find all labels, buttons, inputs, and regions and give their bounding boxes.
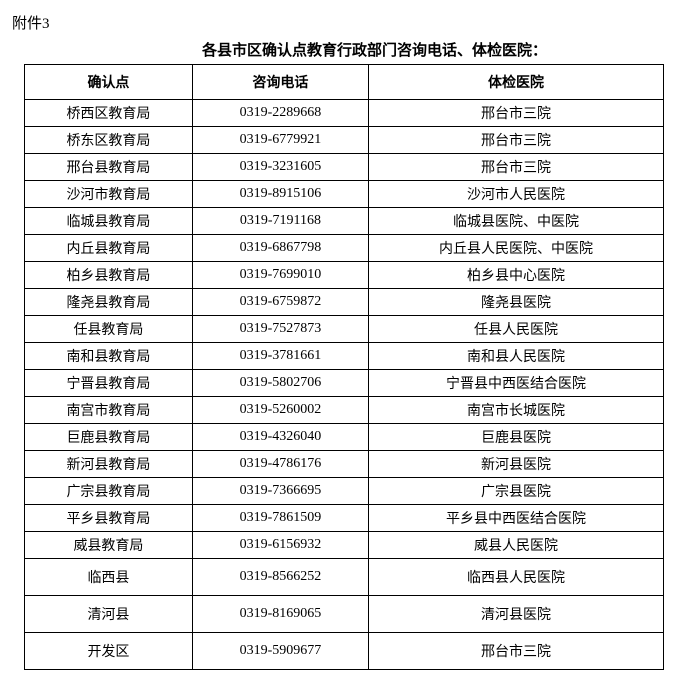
cell-c0: 平乡县教育局	[25, 505, 193, 532]
cell-c2: 内丘县人民医院、中医院	[368, 235, 663, 262]
cell-c1: 0319-7527873	[192, 316, 368, 343]
cell-c0: 桥西区教育局	[25, 100, 193, 127]
table-row: 新河县教育局0319-4786176新河县医院	[25, 451, 664, 478]
cell-c1: 0319-6759872	[192, 289, 368, 316]
cell-c2: 南宫市长城医院	[368, 397, 663, 424]
table-row: 沙河市教育局0319-8915106沙河市人民医院	[25, 181, 664, 208]
cell-c1: 0319-6867798	[192, 235, 368, 262]
table-row: 邢台县教育局0319-3231605邢台市三院	[25, 154, 664, 181]
table-row: 平乡县教育局0319-7861509平乡县中西医结合医院	[25, 505, 664, 532]
table-row: 开发区0319-5909677邢台市三院	[25, 633, 664, 670]
cell-c0: 临西县	[25, 559, 193, 596]
cell-c1: 0319-5909677	[192, 633, 368, 670]
table-row: 任县教育局0319-7527873任县人民医院	[25, 316, 664, 343]
table-row: 清河县0319-8169065清河县医院	[25, 596, 664, 633]
cell-c0: 内丘县教育局	[25, 235, 193, 262]
cell-c0: 南和县教育局	[25, 343, 193, 370]
page-title: 各县市区确认点教育行政部门咨询电话、体检医院：	[202, 39, 662, 60]
col-header-2: 体检医院	[368, 65, 663, 100]
cell-c0: 南宫市教育局	[25, 397, 193, 424]
cell-c2: 临西县人民医院	[368, 559, 663, 596]
cell-c0: 广宗县教育局	[25, 478, 193, 505]
cell-c1: 0319-3231605	[192, 154, 368, 181]
cell-c2: 清河县医院	[368, 596, 663, 633]
table-row: 柏乡县教育局0319-7699010柏乡县中心医院	[25, 262, 664, 289]
cell-c0: 清河县	[25, 596, 193, 633]
cell-c1: 0319-7699010	[192, 262, 368, 289]
table-row: 桥东区教育局0319-6779921邢台市三院	[25, 127, 664, 154]
cell-c2: 临城县医院、中医院	[368, 208, 663, 235]
cell-c1: 0319-8915106	[192, 181, 368, 208]
cell-c2: 沙河市人民医院	[368, 181, 663, 208]
cell-c0: 临城县教育局	[25, 208, 193, 235]
table-row: 临西县0319-8566252临西县人民医院	[25, 559, 664, 596]
cell-c0: 桥东区教育局	[25, 127, 193, 154]
table-row: 内丘县教育局0319-6867798内丘县人民医院、中医院	[25, 235, 664, 262]
cell-c2: 广宗县医院	[368, 478, 663, 505]
cell-c0: 柏乡县教育局	[25, 262, 193, 289]
cell-c0: 开发区	[25, 633, 193, 670]
table-row: 巨鹿县教育局0319-4326040巨鹿县医院	[25, 424, 664, 451]
cell-c0: 邢台县教育局	[25, 154, 193, 181]
attachment-label: 附件3	[12, 12, 662, 33]
table-row: 隆尧县教育局0319-6759872隆尧县医院	[25, 289, 664, 316]
table-header-row: 确认点 咨询电话 体检医院	[25, 65, 664, 100]
cell-c2: 威县人民医院	[368, 532, 663, 559]
col-header-0: 确认点	[25, 65, 193, 100]
cell-c2: 巨鹿县医院	[368, 424, 663, 451]
cell-c1: 0319-3781661	[192, 343, 368, 370]
col-header-1: 咨询电话	[192, 65, 368, 100]
cell-c1: 0319-6779921	[192, 127, 368, 154]
cell-c1: 0319-5260002	[192, 397, 368, 424]
cell-c1: 0319-7366695	[192, 478, 368, 505]
cell-c1: 0319-8169065	[192, 596, 368, 633]
cell-c1: 0319-7191168	[192, 208, 368, 235]
table-row: 临城县教育局0319-7191168临城县医院、中医院	[25, 208, 664, 235]
table-row: 桥西区教育局0319-2289668邢台市三院	[25, 100, 664, 127]
cell-c2: 隆尧县医院	[368, 289, 663, 316]
table-row: 宁晋县教育局0319-5802706宁晋县中西医结合医院	[25, 370, 664, 397]
cell-c0: 任县教育局	[25, 316, 193, 343]
cell-c2: 邢台市三院	[368, 127, 663, 154]
cell-c1: 0319-4326040	[192, 424, 368, 451]
cell-c0: 威县教育局	[25, 532, 193, 559]
cell-c2: 邢台市三院	[368, 100, 663, 127]
cell-c2: 邢台市三院	[368, 633, 663, 670]
cell-c1: 0319-2289668	[192, 100, 368, 127]
cell-c2: 新河县医院	[368, 451, 663, 478]
table-row: 南宫市教育局0319-5260002南宫市长城医院	[25, 397, 664, 424]
cell-c0: 巨鹿县教育局	[25, 424, 193, 451]
cell-c0: 沙河市教育局	[25, 181, 193, 208]
cell-c0: 新河县教育局	[25, 451, 193, 478]
cell-c2: 任县人民医院	[368, 316, 663, 343]
cell-c2: 平乡县中西医结合医院	[368, 505, 663, 532]
cell-c1: 0319-4786176	[192, 451, 368, 478]
cell-c2: 邢台市三院	[368, 154, 663, 181]
cell-c0: 宁晋县教育局	[25, 370, 193, 397]
cell-c1: 0319-7861509	[192, 505, 368, 532]
cell-c2: 南和县人民医院	[368, 343, 663, 370]
cell-c1: 0319-6156932	[192, 532, 368, 559]
table-row: 广宗县教育局0319-7366695广宗县医院	[25, 478, 664, 505]
table-row: 南和县教育局0319-3781661南和县人民医院	[25, 343, 664, 370]
cell-c2: 宁晋县中西医结合医院	[368, 370, 663, 397]
contact-table: 确认点 咨询电话 体检医院 桥西区教育局0319-2289668邢台市三院桥东区…	[24, 64, 664, 670]
table-row: 威县教育局0319-6156932威县人民医院	[25, 532, 664, 559]
cell-c1: 0319-8566252	[192, 559, 368, 596]
cell-c1: 0319-5802706	[192, 370, 368, 397]
cell-c0: 隆尧县教育局	[25, 289, 193, 316]
cell-c2: 柏乡县中心医院	[368, 262, 663, 289]
